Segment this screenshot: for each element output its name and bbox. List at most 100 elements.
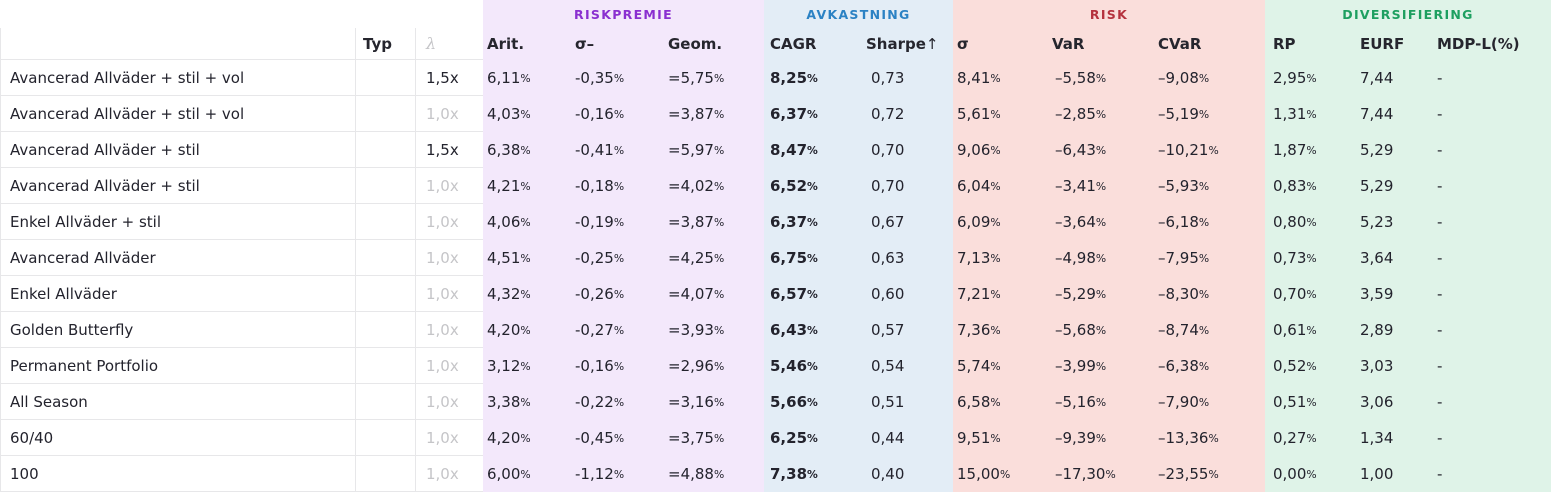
col-header-lambda[interactable]: λ — [416, 28, 483, 60]
cell-sharpe: 0,44 — [860, 420, 953, 456]
cell-rp: 0,27% — [1265, 420, 1352, 456]
table-row: Avancerad Allväder + stil + vol 1,0x 4,03%… — [0, 96, 1551, 132]
cell-eurf: 1,34 — [1352, 420, 1430, 456]
group-header-riskpremie: RISKPREMIE — [483, 0, 764, 28]
col-header-rp[interactable]: RP — [1265, 28, 1352, 60]
cell-rp: 0,73% — [1265, 240, 1352, 276]
cell-lambda: 1,0x — [416, 456, 483, 492]
col-header-cagr[interactable]: CAGR — [764, 28, 860, 60]
col-header-mdp-l[interactable]: MDP-L(%) — [1430, 28, 1551, 60]
cell-sharpe: 0,70 — [860, 168, 953, 204]
cell-cvar: –7,95% — [1150, 240, 1265, 276]
row-name: Enkel Allväder + stil — [0, 204, 356, 240]
cell-var: –5,16% — [1040, 384, 1150, 420]
cell-typ — [356, 348, 416, 384]
col-header-geom[interactable]: Geom. — [664, 28, 764, 60]
cell-cvar: –8,30% — [1150, 276, 1265, 312]
cell-geom: =4,25% — [664, 240, 764, 276]
cell-geom: =3,93% — [664, 312, 764, 348]
col-header-sigma-minus[interactable]: σ– — [571, 28, 664, 60]
col-header-sigma[interactable]: σ — [953, 28, 1040, 60]
cell-lambda: 1,5x — [416, 132, 483, 168]
cell-sharpe: 0,51 — [860, 384, 953, 420]
row-name: Permanent Portfolio — [0, 348, 356, 384]
cell-eurf: 1,00 — [1352, 456, 1430, 492]
cell-geom: =5,97% — [664, 132, 764, 168]
group-header-row: RISKPREMIE AVKASTNING RISK DIVERSIFIERIN… — [0, 0, 1551, 28]
cell-sigma-minus: -0,19% — [571, 204, 664, 240]
cell-cagr: 7,38% — [764, 456, 860, 492]
row-name: Golden Butterfly — [0, 312, 356, 348]
cell-eurf: 3,06 — [1352, 384, 1430, 420]
cell-sigma: 5,74% — [953, 348, 1040, 384]
row-name: Enkel Allväder — [0, 276, 356, 312]
table-row: Avancerad Allväder + stil 1,0x 4,21% -0,18%… — [0, 168, 1551, 204]
cell-cagr: 6,37% — [764, 204, 860, 240]
group-header-blank — [0, 0, 483, 28]
col-header-cvar[interactable]: CVaR — [1150, 28, 1265, 60]
cell-typ — [356, 456, 416, 492]
row-name: Avancerad Allväder — [0, 240, 356, 276]
cell-var: –4,98% — [1040, 240, 1150, 276]
cell-cvar: –6,18% — [1150, 204, 1265, 240]
col-header-eurf[interactable]: EURF — [1352, 28, 1430, 60]
col-header-arit[interactable]: Arit. — [483, 28, 571, 60]
cell-rp: 0,61% — [1265, 312, 1352, 348]
cell-cvar: –7,90% — [1150, 384, 1265, 420]
cell-typ — [356, 204, 416, 240]
cell-rp: 0,70% — [1265, 276, 1352, 312]
cell-eurf: 7,44 — [1352, 96, 1430, 132]
cell-rp: 0,80% — [1265, 204, 1352, 240]
col-header-sharpe-sort[interactable]: Sharpe ↑ — [860, 28, 953, 60]
cell-sigma-minus: -0,27% — [571, 312, 664, 348]
cell-cagr: 8,47% — [764, 132, 860, 168]
col-header-typ[interactable]: Typ — [356, 28, 416, 60]
cell-cagr: 6,75% — [764, 240, 860, 276]
cell-sharpe: 0,73 — [860, 60, 953, 96]
cell-eurf: 5,23 — [1352, 204, 1430, 240]
cell-lambda: 1,0x — [416, 96, 483, 132]
cell-mdp: - — [1430, 456, 1551, 492]
cell-var: –6,43% — [1040, 132, 1150, 168]
cell-arit: 3,38% — [483, 384, 571, 420]
cell-cagr: 6,57% — [764, 276, 860, 312]
cell-typ — [356, 96, 416, 132]
cell-mdp: - — [1430, 60, 1551, 96]
cell-typ — [356, 60, 416, 96]
cell-eurf: 3,64 — [1352, 240, 1430, 276]
cell-cvar: –6,38% — [1150, 348, 1265, 384]
table-row: All Season 1,0x 3,38% -0,22% =3,16% 5,66% 0,51… — [0, 384, 1551, 420]
cell-arit: 6,11% — [483, 60, 571, 96]
cell-sigma: 9,51% — [953, 420, 1040, 456]
cell-eurf: 7,44 — [1352, 60, 1430, 96]
cell-lambda: 1,0x — [416, 240, 483, 276]
cell-cagr: 6,52% — [764, 168, 860, 204]
cell-cagr: 6,25% — [764, 420, 860, 456]
cell-mdp: - — [1430, 420, 1551, 456]
cell-mdp: - — [1430, 384, 1551, 420]
cell-cvar: –9,08% — [1150, 60, 1265, 96]
cell-sigma: 7,21% — [953, 276, 1040, 312]
table-row: Avancerad Allväder + stil + vol 1,5x 6,11%… — [0, 60, 1551, 96]
cell-eurf: 5,29 — [1352, 132, 1430, 168]
cell-mdp: - — [1430, 276, 1551, 312]
cell-sharpe: 0,70 — [860, 132, 953, 168]
cell-cvar: –23,55% — [1150, 456, 1265, 492]
cell-eurf: 2,89 — [1352, 312, 1430, 348]
cell-sigma-minus: -0,45% — [571, 420, 664, 456]
cell-arit: 4,03% — [483, 96, 571, 132]
group-header-risk: RISK — [953, 0, 1265, 28]
cell-var: –5,68% — [1040, 312, 1150, 348]
col-header-var[interactable]: VaR — [1040, 28, 1150, 60]
cell-var: –3,41% — [1040, 168, 1150, 204]
cell-geom: =4,02% — [664, 168, 764, 204]
cell-arit: 4,20% — [483, 312, 571, 348]
cell-cagr: 5,46% — [764, 348, 860, 384]
cell-sigma: 6,09% — [953, 204, 1040, 240]
cell-cagr: 6,37% — [764, 96, 860, 132]
row-name: All Season — [0, 384, 356, 420]
cell-mdp: - — [1430, 240, 1551, 276]
cell-mdp: - — [1430, 348, 1551, 384]
row-name: Avancerad Allväder + stil — [0, 132, 356, 168]
cell-typ — [356, 384, 416, 420]
